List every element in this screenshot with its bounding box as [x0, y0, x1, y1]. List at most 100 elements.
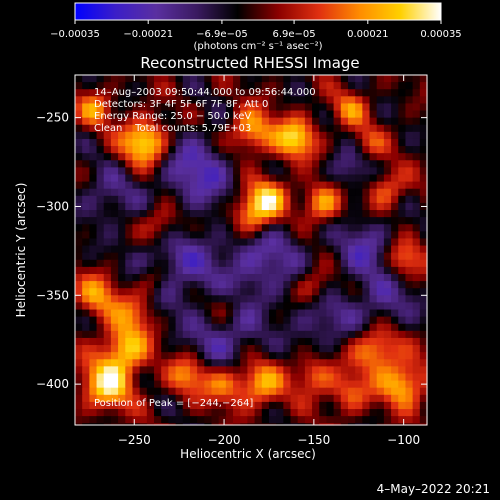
heatmap-cell — [110, 359, 119, 367]
heatmap-cell — [276, 138, 284, 147]
heatmap-cell — [247, 323, 256, 332]
heatmap-cell — [347, 217, 356, 225]
heatmap-cell — [103, 309, 112, 318]
heatmap-cell — [132, 359, 141, 367]
heatmap-cell — [319, 160, 328, 168]
heatmap-cell — [376, 138, 385, 147]
heatmap-cell — [110, 210, 119, 218]
heatmap-cell — [225, 273, 234, 282]
heatmap-cell — [96, 195, 105, 204]
heatmap-cell — [376, 423, 385, 426]
heatmap-cell — [125, 281, 134, 289]
heatmap-cell — [254, 316, 263, 325]
heatmap-cell — [283, 96, 292, 105]
heatmap-cell — [326, 153, 335, 161]
heatmap-cell — [333, 373, 342, 382]
heatmap-cell — [118, 288, 126, 296]
heatmap-cell — [233, 423, 241, 426]
heatmap-cell — [132, 174, 141, 183]
heatmap-cell — [132, 316, 141, 325]
heatmap-cell — [405, 337, 414, 346]
heatmap-cell — [312, 146, 320, 154]
heatmap-cell — [168, 231, 177, 240]
heatmap-cell — [103, 245, 112, 254]
heatmap-cell — [146, 138, 155, 147]
heatmap-cell — [197, 252, 205, 261]
heatmap-cell — [319, 202, 328, 211]
heatmap-cell — [161, 231, 169, 240]
heatmap-cell — [225, 167, 234, 176]
heatmap-cell — [261, 103, 270, 112]
heatmap-cell — [125, 416, 134, 424]
heatmap-cell — [261, 252, 270, 261]
heatmap-cell — [412, 295, 421, 304]
heatmap-cell — [283, 295, 292, 304]
heatmap-cell — [125, 96, 134, 105]
heatmap-cell — [312, 103, 320, 112]
heatmap-cell — [96, 89, 105, 97]
heatmap-cell — [89, 195, 98, 204]
heatmap-cell — [225, 330, 234, 339]
heatmap-cell — [254, 401, 263, 410]
heatmap-cell — [110, 323, 119, 332]
heatmap-cell — [96, 330, 105, 339]
heatmap-cell — [283, 266, 292, 275]
heatmap-cell — [326, 117, 335, 126]
heatmap-cell — [383, 309, 392, 318]
heatmap-cell — [398, 309, 407, 318]
heatmap-cell — [319, 259, 328, 268]
heatmap-cell — [369, 323, 378, 332]
heatmap-cell — [197, 96, 205, 105]
heatmap-cell — [312, 416, 320, 424]
heatmap-cell — [197, 330, 205, 339]
heatmap-cell — [182, 409, 191, 417]
heatmap-cell — [204, 167, 213, 176]
heatmap-cell — [312, 252, 320, 261]
heatmap-cell — [189, 316, 198, 325]
heatmap-cell — [268, 224, 277, 232]
heatmap-cell — [161, 323, 169, 332]
heatmap-cell — [261, 224, 270, 232]
heatmap-cell — [175, 416, 184, 424]
y-axis-ticks: −250−300−350−400 — [36, 111, 427, 391]
heatmap-cell — [225, 160, 234, 168]
heatmap-cell — [218, 380, 227, 389]
heatmap-cell — [247, 224, 256, 232]
heatmap-cell — [146, 167, 155, 176]
heatmap-cell — [204, 323, 213, 332]
heatmap-cell — [139, 103, 148, 112]
heatmap-cell — [261, 131, 270, 140]
heatmap-cell — [197, 245, 205, 254]
heatmap-cell — [132, 202, 141, 211]
heatmap-cell — [405, 352, 414, 360]
heatmap-cell — [204, 345, 213, 353]
heatmap-cell — [369, 330, 378, 339]
heatmap-cell — [398, 252, 407, 261]
heatmap-cell — [261, 409, 270, 417]
heatmap-cell — [297, 153, 306, 161]
heatmap-cell — [96, 82, 105, 90]
heatmap-cell — [132, 423, 141, 426]
heatmap-cell — [189, 103, 198, 112]
heatmap-cell — [398, 380, 407, 389]
heatmap-cell — [189, 366, 198, 375]
heatmap-cell — [297, 131, 306, 140]
heatmap-cell — [254, 337, 263, 346]
heatmap-cell — [233, 323, 241, 332]
heatmap-cell — [347, 380, 356, 389]
heatmap-cell — [398, 330, 407, 339]
heatmap-cell — [146, 160, 155, 168]
heatmap-cell — [161, 387, 169, 396]
heatmap-cell — [189, 181, 198, 190]
heatmap-cell — [362, 352, 371, 360]
heatmap-cell — [347, 167, 356, 176]
heatmap-cell — [297, 195, 306, 204]
heatmap-cell — [132, 160, 141, 168]
heatmap-cell — [312, 309, 320, 318]
heatmap-cell — [168, 401, 177, 410]
heatmap-cell — [233, 89, 241, 97]
heatmap-cell — [175, 146, 184, 154]
heatmap-cell — [355, 160, 363, 168]
heatmap-cell — [347, 195, 356, 204]
heatmap-cell — [304, 202, 313, 211]
